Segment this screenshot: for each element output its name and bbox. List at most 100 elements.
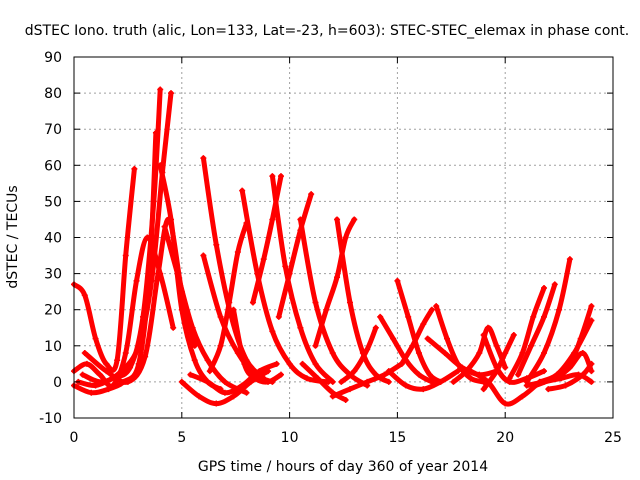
series-pass-1	[71, 166, 137, 373]
data-point-marker	[103, 360, 110, 367]
data-point-marker	[493, 342, 500, 349]
data-point-marker	[243, 389, 250, 396]
data-point-marker	[96, 371, 103, 378]
data-point-marker	[394, 277, 401, 284]
data-point-marker	[334, 274, 341, 281]
data-point-marker	[480, 386, 487, 393]
data-point-marker	[519, 350, 526, 357]
data-point-marker	[530, 313, 537, 320]
y-axis-label: dSTEC / TECUs	[5, 185, 21, 288]
data-point-marker	[105, 386, 112, 393]
data-point-marker	[103, 368, 110, 375]
data-point-marker	[297, 216, 304, 223]
data-point-marker	[342, 234, 349, 241]
data-point-marker	[420, 386, 427, 393]
data-point-marker	[426, 371, 433, 378]
data-point-marker	[204, 378, 211, 385]
data-point-marker	[157, 162, 164, 169]
y-tick-label: 40	[44, 231, 62, 247]
data-point-marker	[230, 306, 237, 313]
data-point-marker	[403, 382, 410, 389]
data-point-marker	[424, 335, 431, 342]
series-pass-10	[187, 361, 280, 396]
data-point-marker	[133, 277, 140, 284]
data-point-marker	[92, 382, 99, 389]
data-point-marker	[351, 216, 358, 223]
series-pass-24	[338, 325, 379, 385]
data-point-marker	[415, 350, 422, 357]
data-point-marker	[571, 350, 578, 357]
data-series-group	[71, 86, 595, 407]
data-point-marker	[239, 187, 246, 194]
data-point-marker	[155, 270, 162, 277]
data-point-marker	[364, 378, 371, 385]
data-point-marker	[541, 313, 548, 320]
data-point-marker	[286, 270, 293, 277]
data-point-marker	[441, 350, 448, 357]
data-point-marker	[566, 256, 573, 263]
data-point-marker	[178, 306, 185, 313]
x-tick-label: 25	[604, 430, 622, 446]
data-point-marker	[420, 321, 427, 328]
data-point-marker	[566, 364, 573, 371]
series-pass-9	[179, 368, 271, 407]
series-pass-40	[554, 350, 594, 381]
data-point-marker	[588, 378, 595, 385]
series-pass-8	[162, 224, 249, 396]
data-point-marker	[342, 396, 349, 403]
data-point-marker	[131, 165, 138, 172]
series-pass-19	[297, 216, 370, 388]
data-point-marker	[122, 350, 129, 357]
data-point-marker	[415, 371, 422, 378]
data-point-marker	[346, 299, 353, 306]
data-point-marker	[157, 86, 164, 93]
data-point-marker	[206, 368, 213, 375]
data-point-marker	[282, 263, 289, 270]
data-point-marker	[312, 342, 319, 349]
data-point-marker	[433, 303, 440, 310]
data-point-marker	[541, 350, 548, 357]
data-point-marker	[308, 191, 315, 198]
data-point-marker	[467, 368, 474, 375]
data-point-marker	[99, 378, 106, 385]
x-axis-label: GPS time / hours of day 360 of year 2014	[198, 459, 488, 475]
data-point-marker	[476, 350, 483, 357]
data-point-marker	[221, 389, 228, 396]
data-point-marker	[118, 368, 125, 375]
y-tick-label: 30	[44, 267, 62, 283]
data-point-marker	[114, 357, 121, 364]
data-point-marker	[277, 173, 284, 180]
data-point-marker	[502, 400, 509, 407]
data-point-marker	[161, 223, 168, 230]
series-pass-27	[399, 307, 435, 367]
y-tick-label: 80	[44, 86, 62, 102]
data-point-marker	[502, 350, 509, 357]
data-point-marker	[269, 173, 276, 180]
data-point-marker	[398, 360, 405, 367]
data-point-marker	[124, 378, 131, 385]
data-point-marker	[168, 90, 175, 97]
data-point-marker	[170, 324, 177, 331]
data-point-marker	[558, 375, 565, 382]
data-point-marker	[312, 360, 319, 367]
data-point-marker	[249, 299, 256, 306]
data-point-marker	[588, 317, 595, 324]
data-point-marker	[385, 368, 392, 375]
series-pass-36	[515, 281, 558, 378]
data-point-marker	[588, 360, 595, 367]
y-tick-label: 90	[44, 50, 62, 66]
data-point-marker	[364, 346, 371, 353]
data-point-marker	[241, 360, 248, 367]
x-tick-label: 10	[281, 430, 299, 446]
data-point-marker	[217, 342, 224, 349]
data-point-marker	[443, 335, 450, 342]
data-point-marker	[562, 382, 569, 389]
axis-ticks: 0 5 10 15 20 25 -10 0 10 20 30 40 50 60 70 80 90	[39, 50, 622, 446]
data-point-marker	[187, 371, 194, 378]
data-point-marker	[150, 198, 157, 205]
y-tick-label: 10	[44, 339, 62, 355]
y-tick-label: 70	[44, 122, 62, 138]
chart-title: dSTEC Iono. truth (alic, Lon=133, Lat=-2…	[25, 23, 629, 39]
data-point-marker	[405, 313, 412, 320]
data-point-marker	[523, 382, 530, 389]
